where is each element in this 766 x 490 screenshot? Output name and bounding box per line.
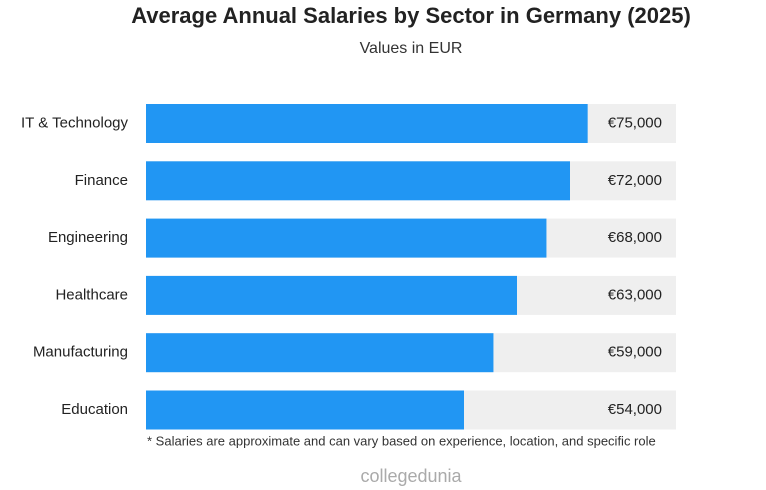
chart-subtitle: Values in EUR (360, 40, 463, 57)
value-label: €54,000 (608, 401, 662, 418)
bar (146, 218, 547, 258)
y-tick-label: IT & Technology (21, 114, 129, 131)
value-label: €63,000 (608, 286, 662, 303)
y-tick-label: Finance (75, 172, 128, 189)
bar (146, 275, 517, 315)
value-label: €68,000 (608, 229, 662, 246)
watermark: collegedunia (360, 466, 462, 486)
bar (146, 104, 588, 143)
footnote: * Salaries are approximate and can vary … (147, 433, 656, 448)
y-tick-label: Healthcare (55, 286, 128, 303)
bar (146, 390, 464, 430)
bar (146, 333, 494, 373)
y-tick-label: Engineering (48, 229, 128, 246)
y-tick-label: Education (61, 401, 128, 418)
chart-title: Average Annual Salaries by Sector in Ger… (131, 3, 691, 28)
value-label: €75,000 (608, 114, 662, 131)
value-label: €72,000 (608, 172, 662, 189)
y-tick-label: Manufacturing (33, 344, 128, 361)
bar (146, 161, 570, 201)
value-label: €59,000 (608, 344, 662, 361)
